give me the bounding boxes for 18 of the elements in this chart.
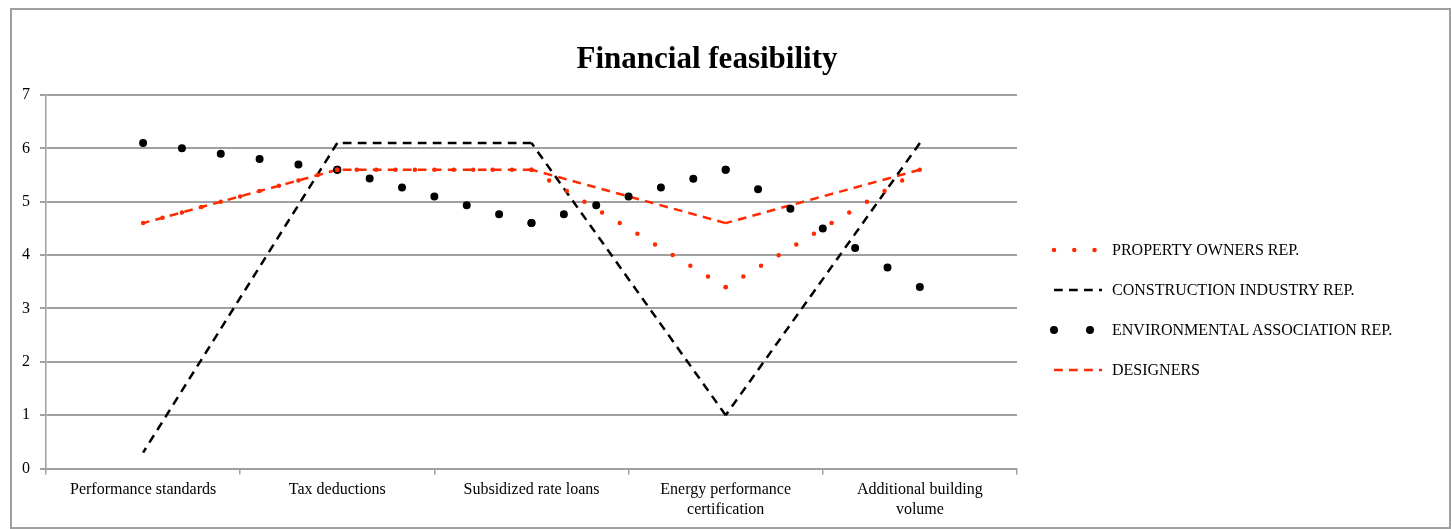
legend-label: ENVIRONMENTAL ASSOCIATION REP.	[1112, 321, 1393, 339]
chart-title: Financial feasibility	[575, 40, 839, 76]
x-tick-label: Subsidized rate loans	[463, 480, 600, 498]
x-tick-label: Energy performance certification	[660, 480, 792, 517]
y-tick-label: 4	[22, 245, 30, 263]
x-tick-label: Tax deductions	[288, 480, 386, 498]
y-tick-label: 2	[22, 352, 30, 370]
x-tick-label: Additional building volume	[857, 480, 983, 517]
y-tick-label: 7	[22, 85, 30, 103]
y-tick-label: 1	[22, 405, 30, 423]
y-tick-label: 3	[22, 298, 30, 316]
legend-label: CONSTRUCTION INDUSTRY REP.	[1112, 281, 1355, 299]
y-tick-label: 5	[22, 191, 30, 209]
y-tick-label: 0	[22, 458, 30, 476]
legend-label: DESIGNERS	[1112, 361, 1201, 379]
y-tick-label: 6	[22, 138, 30, 156]
x-tick-label: Performance standards	[70, 480, 217, 498]
legend-label: PROPERTY OWNERS REP.	[1112, 241, 1300, 259]
